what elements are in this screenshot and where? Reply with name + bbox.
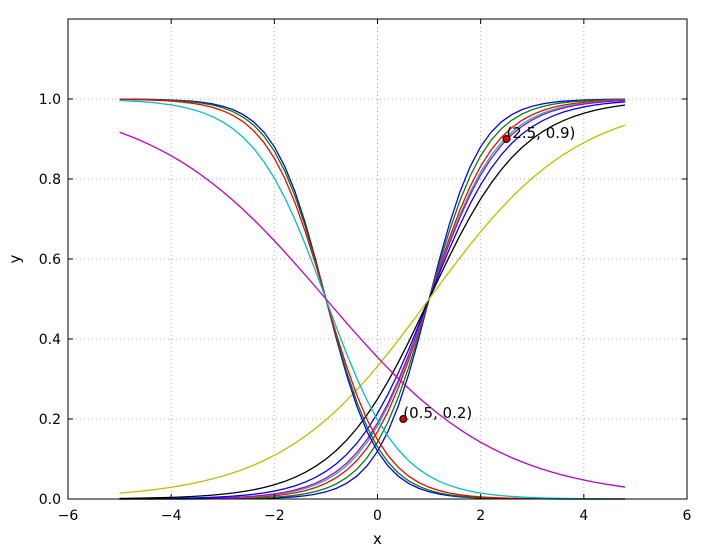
y-axis-label: y bbox=[6, 254, 24, 263]
x-tick-label: −6 bbox=[58, 508, 79, 524]
x-tick-label: 0 bbox=[373, 508, 382, 524]
annotation-point bbox=[399, 415, 408, 423]
series-line-13 bbox=[119, 131, 626, 488]
x-tick-label: −4 bbox=[161, 508, 182, 524]
y-tick-label: 0.2 bbox=[39, 412, 61, 428]
y-tick-label: 1.0 bbox=[39, 92, 61, 108]
series-line-7 bbox=[119, 104, 626, 500]
series-line-6 bbox=[119, 101, 626, 500]
x-tick-label: 4 bbox=[579, 508, 588, 524]
y-tick-label: 0.4 bbox=[39, 332, 61, 348]
ticks: −6 −4 −2 0 2 4 6 0.0 0.2 0.4 0.6 0.8 1.0 bbox=[39, 19, 692, 524]
series-line-12 bbox=[119, 99, 626, 500]
x-tick-label: 6 bbox=[683, 508, 692, 524]
series-line-8 bbox=[119, 124, 626, 494]
x-tick-label: 2 bbox=[476, 508, 485, 524]
x-axis-label: x bbox=[373, 530, 382, 548]
annotation-point bbox=[502, 135, 511, 143]
y-tick-label: 0.8 bbox=[39, 172, 61, 188]
annotation-label: (2.5, 0.9) bbox=[506, 124, 575, 142]
y-tick-label: 0.0 bbox=[39, 492, 61, 508]
y-tick-label: 0.6 bbox=[39, 252, 61, 268]
x-tick-label: −2 bbox=[264, 508, 285, 524]
annotation-label: (0.5, 0.2) bbox=[403, 404, 472, 422]
annotations: (0.5, 0.2) (2.5, 0.9) bbox=[399, 124, 575, 423]
